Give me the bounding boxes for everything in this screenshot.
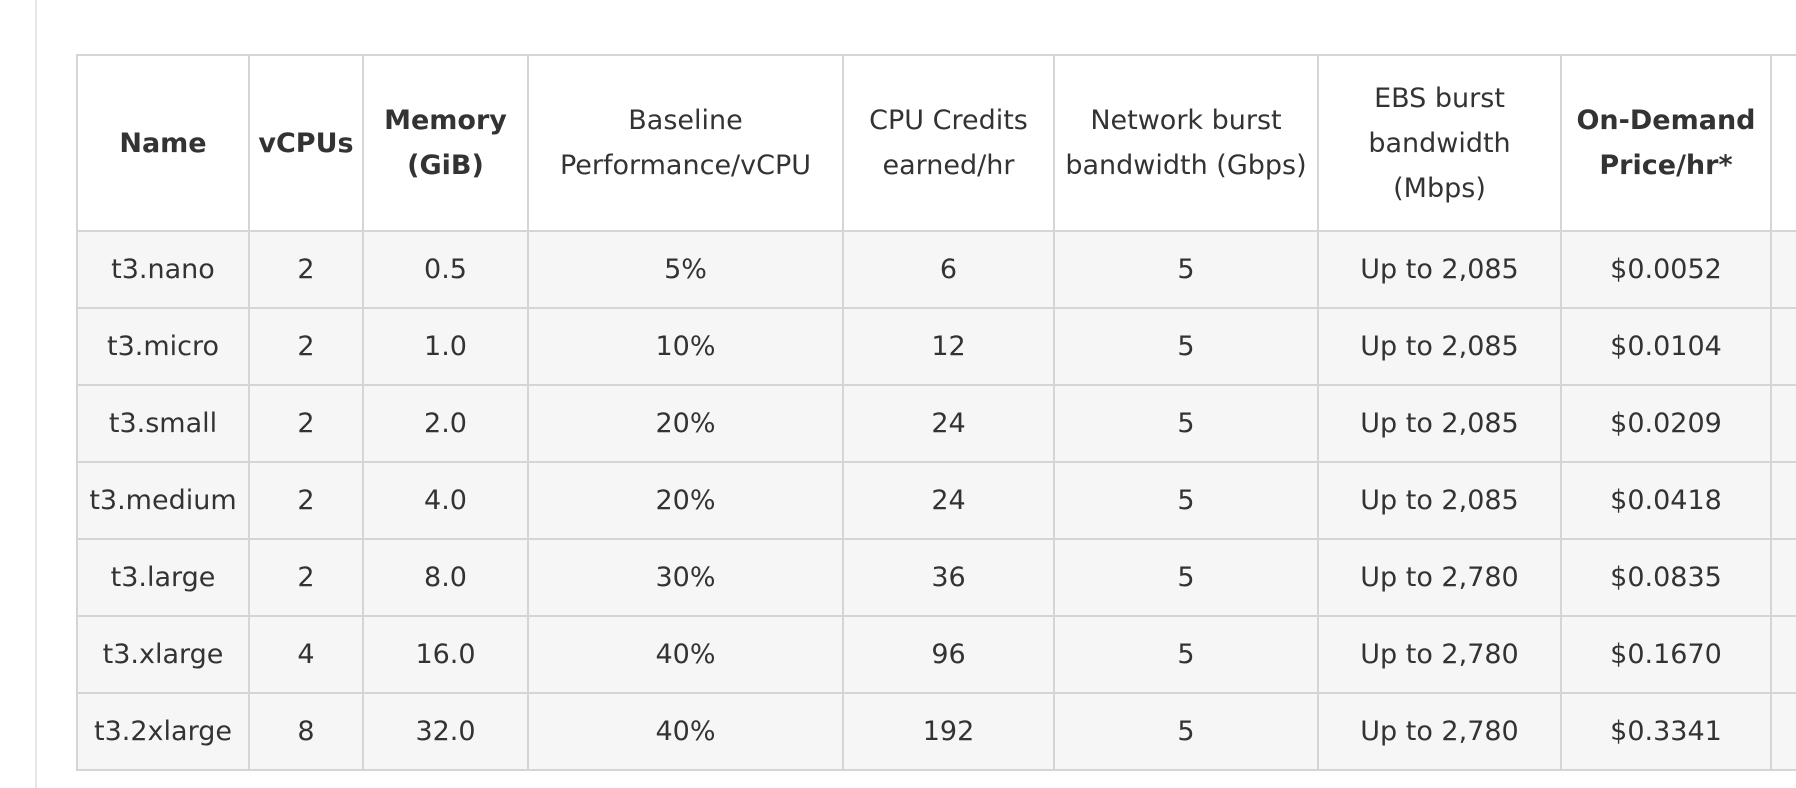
table-row: t3.medium 2 4.0 20% 24 5 Up to 2,085 $0.0418 — [76, 461, 1796, 540]
table-row: t3.nano 2 0.5 5% 6 5 Up to 2,085 $0.0052 — [76, 230, 1796, 309]
cell-baseline: 20% — [527, 461, 844, 540]
cell-overflow — [1770, 384, 1796, 463]
cell-name: t3.nano — [76, 230, 250, 309]
cell-overflow — [1770, 692, 1796, 771]
cell-name: t3.micro — [76, 307, 250, 386]
cell-name: t3.medium — [76, 461, 250, 540]
cell-cpu-credits: 12 — [842, 307, 1055, 386]
header-baseline-performance: Baseline Performance/vCPU — [527, 54, 844, 232]
cell-cpu-credits: 24 — [842, 461, 1055, 540]
cell-baseline: 40% — [527, 692, 844, 771]
cell-cpu-credits: 24 — [842, 384, 1055, 463]
cell-cpu-credits: 36 — [842, 538, 1055, 617]
cell-ebs-burst: Up to 2,085 — [1317, 461, 1562, 540]
cell-price: $0.3341 — [1560, 692, 1772, 771]
header-cpu-credits: CPU Credits earned/hr — [842, 54, 1055, 232]
cell-ebs-burst: Up to 2,780 — [1317, 615, 1562, 694]
cell-cpu-credits: 192 — [842, 692, 1055, 771]
cell-network-burst: 5 — [1053, 384, 1319, 463]
cell-name: t3.large — [76, 538, 250, 617]
cell-network-burst: 5 — [1053, 692, 1319, 771]
cell-memory: 8.0 — [362, 538, 529, 617]
cell-overflow — [1770, 538, 1796, 617]
cell-vcpus: 2 — [248, 384, 364, 463]
instance-table-container: Name vCPUs Memory (GiB) Baseline Perform… — [76, 54, 1796, 771]
cell-network-burst: 5 — [1053, 615, 1319, 694]
cell-name: t3.small — [76, 384, 250, 463]
header-name: Name — [76, 54, 250, 232]
cell-vcpus: 4 — [248, 615, 364, 694]
header-row: Name vCPUs Memory (GiB) Baseline Perform… — [76, 54, 1796, 232]
cell-vcpus: 8 — [248, 692, 364, 771]
cell-name: t3.xlarge — [76, 615, 250, 694]
cell-memory: 2.0 — [362, 384, 529, 463]
cell-ebs-burst: Up to 2,780 — [1317, 692, 1562, 771]
cell-ebs-burst: Up to 2,780 — [1317, 538, 1562, 617]
cell-cpu-credits: 96 — [842, 615, 1055, 694]
page-left-border — [35, 0, 37, 788]
cell-overflow — [1770, 307, 1796, 386]
table-body: t3.nano 2 0.5 5% 6 5 Up to 2,085 $0.0052 t3.micr… — [76, 230, 1796, 771]
header-on-demand-price: On-Demand Price/hr* — [1560, 54, 1772, 232]
table-row: t3.small 2 2.0 20% 24 5 Up to 2,085 $0.0209 — [76, 384, 1796, 463]
cell-memory: 4.0 — [362, 461, 529, 540]
cell-baseline: 10% — [527, 307, 844, 386]
cell-name: t3.2xlarge — [76, 692, 250, 771]
cell-baseline: 30% — [527, 538, 844, 617]
cell-memory: 32.0 — [362, 692, 529, 771]
cell-overflow — [1770, 230, 1796, 309]
cell-vcpus: 2 — [248, 538, 364, 617]
cell-memory: 1.0 — [362, 307, 529, 386]
header-ebs-burst: EBS burst bandwidth (Mbps) — [1317, 54, 1562, 232]
cell-price: $0.0052 — [1560, 230, 1772, 309]
cell-network-burst: 5 — [1053, 538, 1319, 617]
table-row: t3.large 2 8.0 30% 36 5 Up to 2,780 $0.0835 — [76, 538, 1796, 617]
cell-network-burst: 5 — [1053, 307, 1319, 386]
cell-ebs-burst: Up to 2,085 — [1317, 384, 1562, 463]
cell-memory: 0.5 — [362, 230, 529, 309]
cell-overflow — [1770, 615, 1796, 694]
cell-baseline: 5% — [527, 230, 844, 309]
table-row: t3.2xlarge 8 32.0 40% 192 5 Up to 2,780 $0.3341 — [76, 692, 1796, 771]
table-row: t3.xlarge 4 16.0 40% 96 5 Up to 2,780 $0.1670 — [76, 615, 1796, 694]
cell-price: $0.0104 — [1560, 307, 1772, 386]
cell-network-burst: 5 — [1053, 230, 1319, 309]
instance-pricing-table: Name vCPUs Memory (GiB) Baseline Perform… — [76, 54, 1796, 771]
cell-overflow — [1770, 461, 1796, 540]
cell-vcpus: 2 — [248, 307, 364, 386]
cell-price: $0.0418 — [1560, 461, 1772, 540]
cell-vcpus: 2 — [248, 461, 364, 540]
cell-baseline: 40% — [527, 615, 844, 694]
cell-baseline: 20% — [527, 384, 844, 463]
cell-price: $0.0209 — [1560, 384, 1772, 463]
cell-network-burst: 5 — [1053, 461, 1319, 540]
header-vcpus: vCPUs — [248, 54, 364, 232]
cell-price: $0.0835 — [1560, 538, 1772, 617]
header-memory: Memory (GiB) — [362, 54, 529, 232]
cell-ebs-burst: Up to 2,085 — [1317, 307, 1562, 386]
header-network-burst: Network burst bandwidth (Gbps) — [1053, 54, 1319, 232]
cell-ebs-burst: Up to 2,085 — [1317, 230, 1562, 309]
cell-price: $0.1670 — [1560, 615, 1772, 694]
cell-vcpus: 2 — [248, 230, 364, 309]
header-overflow-column — [1770, 54, 1796, 232]
table-row: t3.micro 2 1.0 10% 12 5 Up to 2,085 $0.0104 — [76, 307, 1796, 386]
cell-memory: 16.0 — [362, 615, 529, 694]
cell-cpu-credits: 6 — [842, 230, 1055, 309]
